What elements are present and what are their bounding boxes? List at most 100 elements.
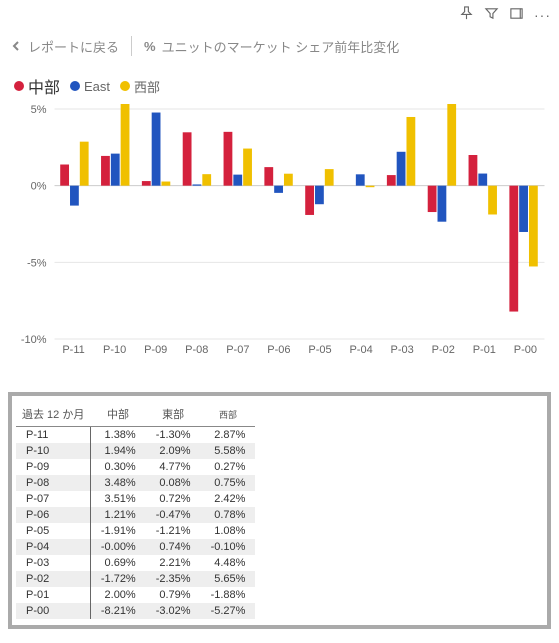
x-tick-label: P-10 [94,344,135,356]
title-text: ユニットのマーケット シェア前年比変化 [162,37,400,56]
svg-text:-5%: -5% [27,257,47,269]
percent-icon: % [144,39,156,54]
pin-icon[interactable] [459,6,474,24]
table-cell: P-05 [16,523,90,539]
table-cell: P-06 [16,507,90,523]
x-tick-label: P-09 [135,344,176,356]
divider [131,36,132,56]
table-cell: 0.79% [146,587,201,603]
svg-text:-10%: -10% [21,334,47,344]
table-cell: 1.08% [201,523,256,539]
table-cell: -1.88% [201,587,256,603]
table-cell: P-02 [16,571,90,587]
x-tick-label: P-11 [53,344,94,356]
legend-label: 中部 [28,74,60,98]
table-cell: 2.87% [201,427,256,444]
data-table-panel: 過去 12 か月 中部 東部 西部 P-11 1.38% -1.30% 2.87… [8,392,551,629]
table-cell: 2.21% [146,555,201,571]
header: レポートに戻る % ユニットのマーケット シェア前年比変化 [0,30,559,62]
more-icon[interactable]: ··· [534,7,551,23]
x-tick-label: P-03 [382,344,423,356]
table-cell: P-09 [16,459,90,475]
table-cell: P-07 [16,491,90,507]
table-row: P-06 1.21% -0.47% 0.78% [16,507,255,523]
table-cell: -3.02% [146,603,201,619]
table-row: P-00 -8.21% -3.02% -5.27% [16,603,255,619]
back-label: レポートに戻る [28,37,119,56]
table-cell: 0.74% [146,539,201,555]
table-header-cell: 東部 [146,402,201,427]
table-header-cell: 中部 [90,402,145,427]
x-tick-label: P-05 [299,344,340,356]
table-cell: P-00 [16,603,90,619]
filter-icon[interactable] [484,6,499,24]
table-cell: 0.78% [201,507,256,523]
x-tick-label: P-00 [505,344,546,356]
x-tick-label: P-02 [423,344,464,356]
table-row: P-08 3.48% 0.08% 0.75% [16,475,255,491]
table-cell: 0.69% [90,555,145,571]
table-header-cell: 過去 12 か月 [16,402,90,427]
legend-item[interactable]: 中部 [14,74,60,98]
table-row: P-03 0.69% 2.21% 4.48% [16,555,255,571]
table-cell: P-01 [16,587,90,603]
table-cell: -0.10% [201,539,256,555]
table-cell: 2.42% [201,491,256,507]
table-row: P-11 1.38% -1.30% 2.87% [16,427,255,444]
table-cell: -0.47% [146,507,201,523]
table-cell: 1.94% [90,443,145,459]
table-cell: -1.91% [90,523,145,539]
table-cell: 4.77% [146,459,201,475]
table-cell: 2.09% [146,443,201,459]
x-tick-label: P-04 [341,344,382,356]
x-tick-label: P-07 [217,344,258,356]
table-row: P-05 -1.91% -1.21% 1.08% [16,523,255,539]
bar-chart: 5% 0% -5% -10% P-11P-10P-09P-08P-07P-06P-05… [8,104,551,384]
svg-text:0%: 0% [31,181,47,193]
table-cell: P-11 [16,427,90,444]
table-row: P-02 -1.72% -2.35% 5.65% [16,571,255,587]
table-header-cell: 西部 [201,402,256,427]
table-cell: 0.72% [146,491,201,507]
table-cell: 3.51% [90,491,145,507]
table-cell: 0.27% [201,459,256,475]
table-cell: P-03 [16,555,90,571]
x-tick-label: P-06 [258,344,299,356]
table-cell: 3.48% [90,475,145,491]
table-cell: 0.75% [201,475,256,491]
table-cell: 0.30% [90,459,145,475]
table-cell: -8.21% [90,603,145,619]
table-cell: 4.48% [201,555,256,571]
legend-label: 西部 [134,77,160,96]
chart-legend: 中部 East 西部 [0,62,559,104]
table-cell: -1.21% [146,523,201,539]
table-cell: -0.00% [90,539,145,555]
legend-label: East [84,79,110,94]
legend-item[interactable]: East [70,79,110,94]
table-cell: 1.38% [90,427,145,444]
back-button[interactable]: レポートに戻る [10,37,119,56]
focus-icon[interactable] [509,6,524,24]
page-title: % ユニットのマーケット シェア前年比変化 [144,37,399,56]
table-header-row: 過去 12 か月 中部 東部 西部 [16,402,255,427]
table-cell: P-08 [16,475,90,491]
table-row: P-10 1.94% 2.09% 5.58% [16,443,255,459]
table-row: P-07 3.51% 0.72% 2.42% [16,491,255,507]
table-cell: -1.72% [90,571,145,587]
table-row: P-09 0.30% 4.77% 0.27% [16,459,255,475]
svg-text:5%: 5% [31,104,47,116]
table-cell: 5.65% [201,571,256,587]
legend-item[interactable]: 西部 [120,77,160,96]
table-cell: -5.27% [201,603,256,619]
table-row: P-01 2.00% 0.79% -1.88% [16,587,255,603]
table-cell: 0.08% [146,475,201,491]
table-cell: P-10 [16,443,90,459]
table-cell: 1.21% [90,507,145,523]
toolbar: ··· [0,0,559,30]
x-axis-labels: P-11P-10P-09P-08P-07P-06P-05P-04P-03P-02… [8,344,551,356]
x-tick-label: P-01 [464,344,505,356]
x-tick-label: P-08 [176,344,217,356]
table-cell: P-04 [16,539,90,555]
data-table: 過去 12 か月 中部 東部 西部 P-11 1.38% -1.30% 2.87… [16,402,255,619]
table-cell: 2.00% [90,587,145,603]
